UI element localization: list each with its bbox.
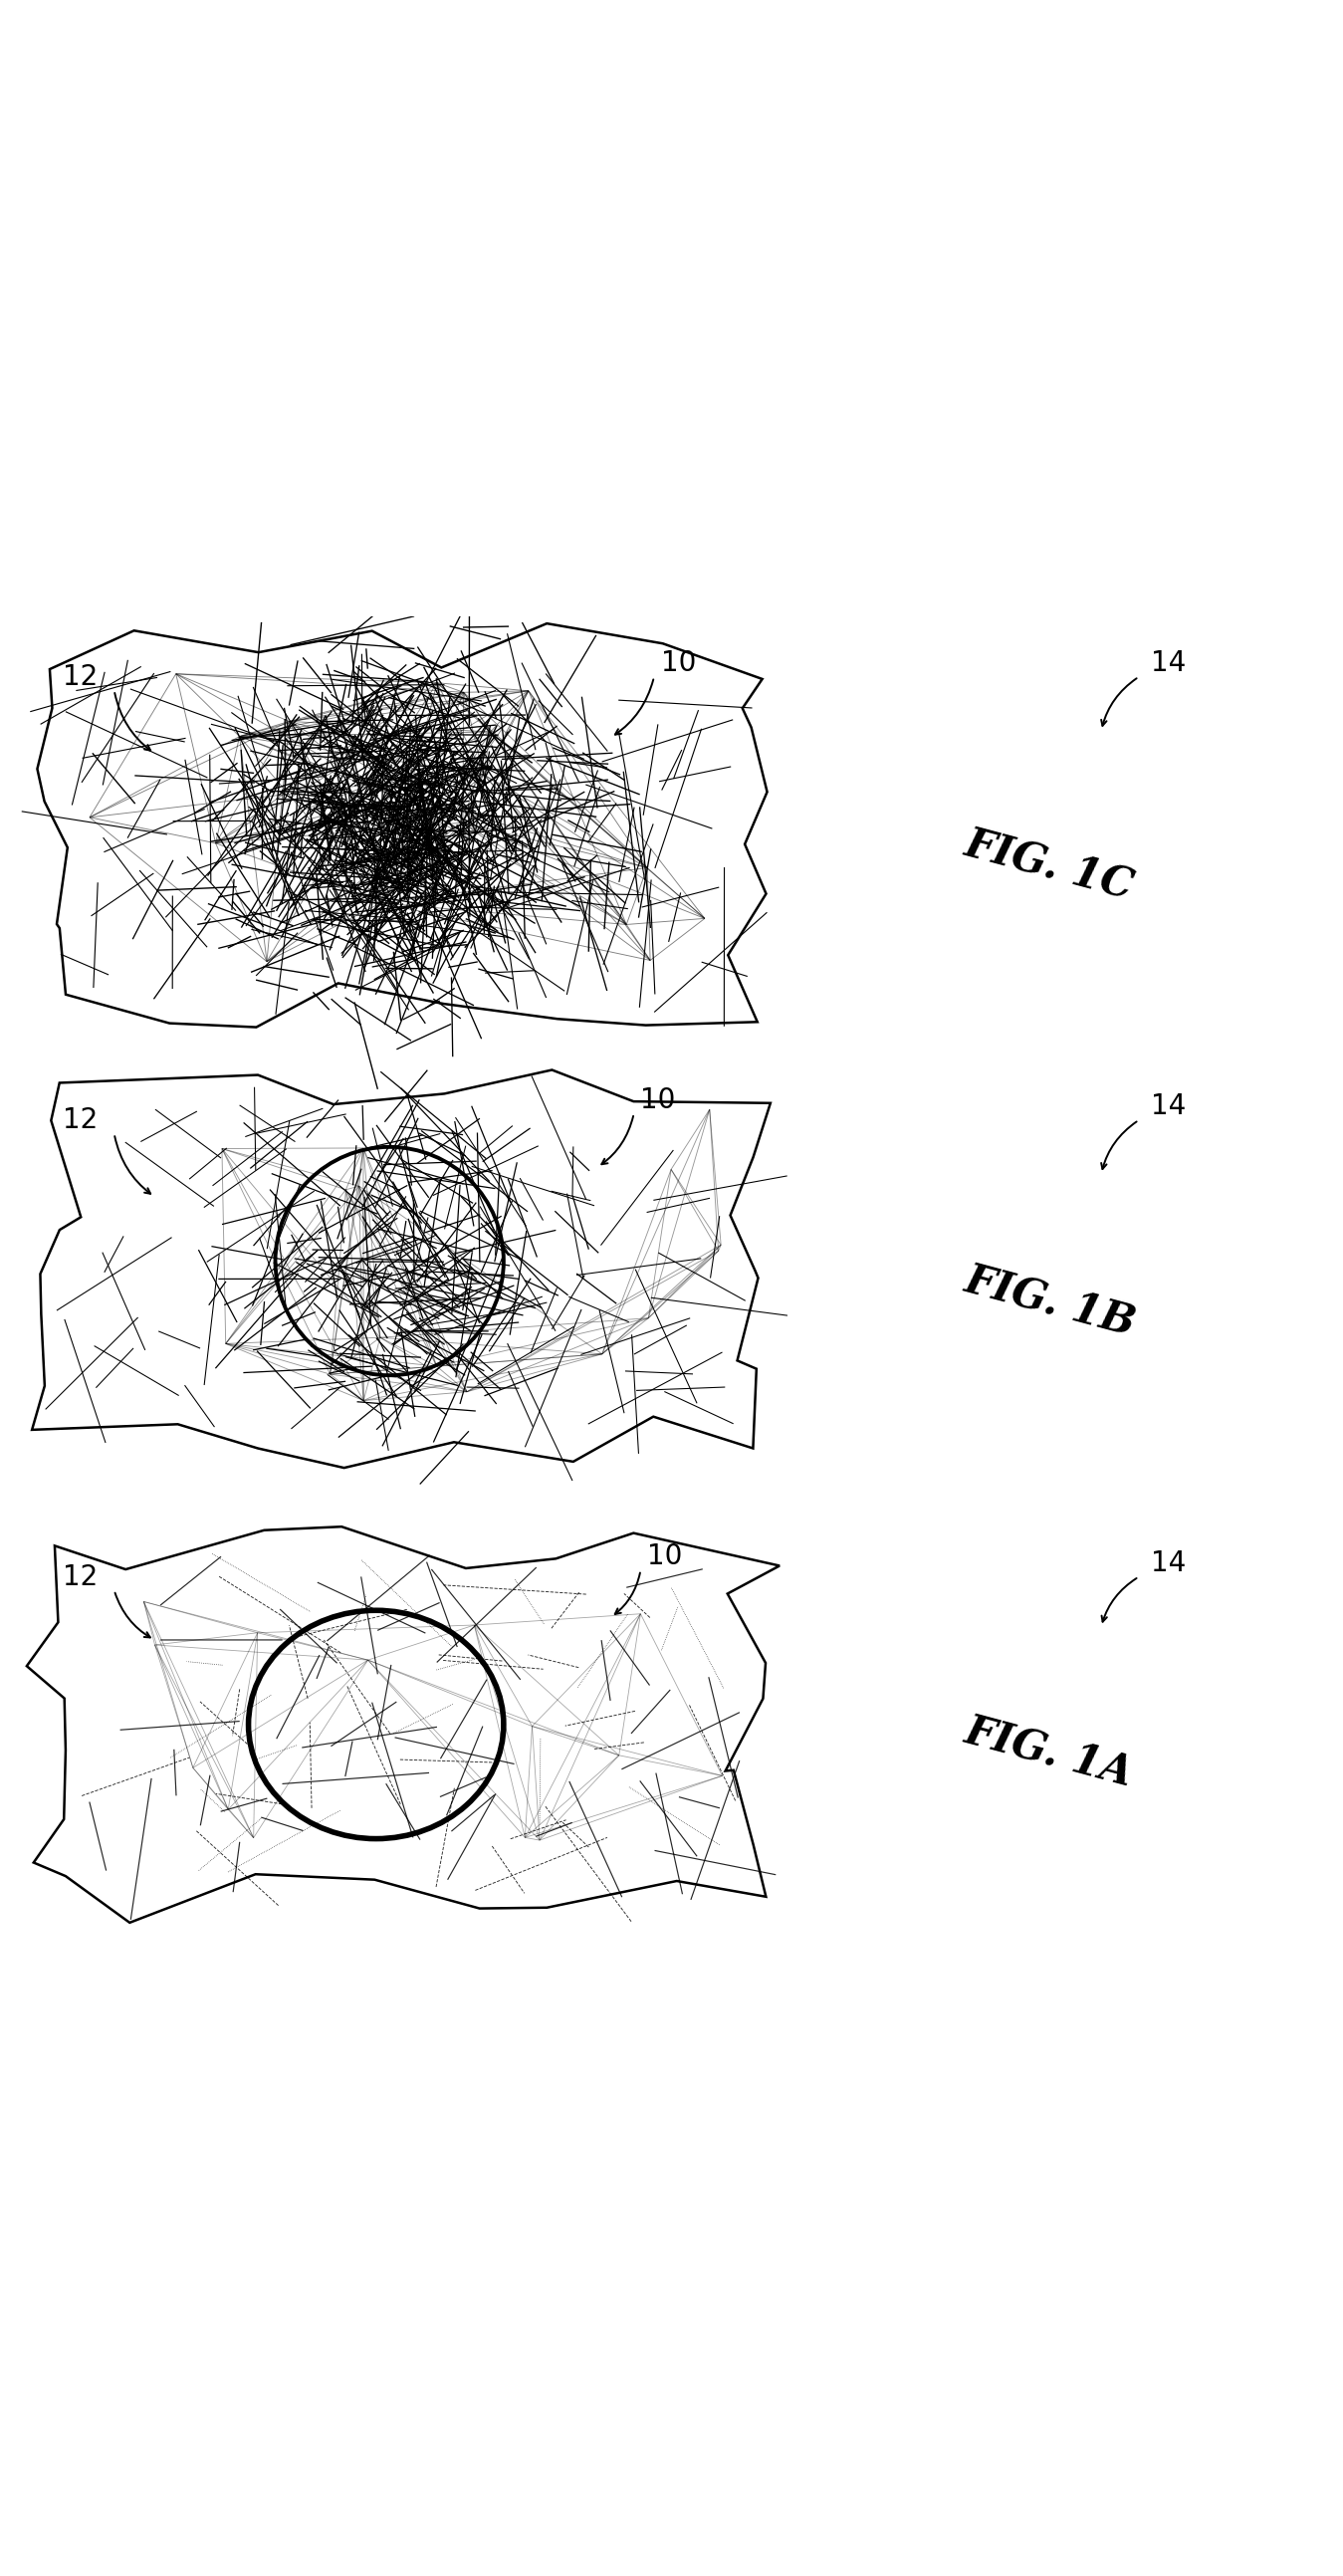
Text: 12: 12	[63, 1564, 98, 1592]
Text: 14: 14	[1151, 1548, 1186, 1577]
Text: 10: 10	[647, 1543, 682, 1571]
Text: 12: 12	[63, 662, 98, 690]
Text: FIG. 1C: FIG. 1C	[960, 822, 1139, 907]
Text: 10: 10	[661, 649, 696, 677]
Text: FIG. 1A: FIG. 1A	[960, 1708, 1138, 1793]
Text: 14: 14	[1151, 649, 1186, 677]
Text: FIG. 1B: FIG. 1B	[960, 1260, 1140, 1345]
Text: 12: 12	[63, 1105, 98, 1133]
Text: 14: 14	[1151, 1092, 1186, 1121]
Text: 10: 10	[641, 1087, 676, 1113]
